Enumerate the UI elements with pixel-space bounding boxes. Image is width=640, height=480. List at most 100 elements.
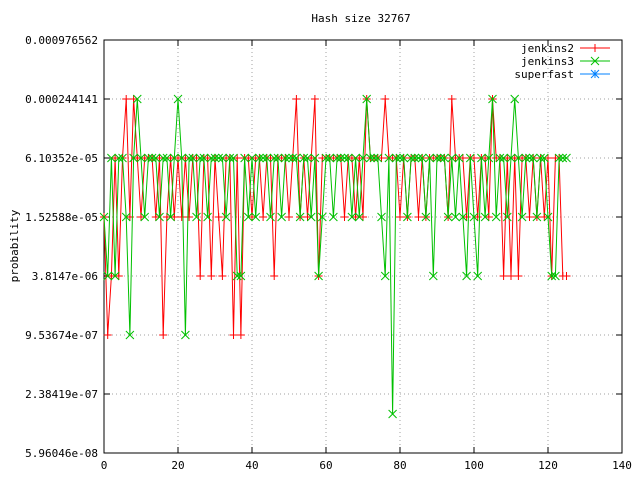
data-point: [532, 212, 542, 222]
data-point: [544, 153, 552, 162]
data-point: [218, 271, 227, 280]
data-point: [410, 153, 420, 163]
data-point: [421, 212, 431, 222]
data-point: [366, 153, 375, 163]
x-tick-label: 140: [612, 459, 632, 472]
data-point: [121, 212, 131, 222]
data-point: [480, 212, 490, 222]
data-point: [495, 153, 505, 163]
data-point: [391, 153, 401, 163]
data-point: [332, 153, 342, 163]
axes: 0 20 40 60 80 100 120 140 0.000976562 0.000244141…: [25, 34, 632, 472]
data-point: [499, 153, 508, 163]
data-point: [314, 271, 323, 281]
data-point: [284, 153, 294, 163]
data-point: [355, 153, 364, 162]
data-point: [547, 271, 557, 281]
data-point: [177, 153, 187, 163]
y-tick-label: 0.000244141: [25, 93, 98, 106]
data-point: [259, 212, 268, 221]
data-point: [170, 212, 179, 221]
data-point: [336, 153, 346, 163]
data-point: [233, 153, 242, 162]
data-point: [166, 153, 175, 162]
data-point: [484, 212, 493, 221]
data-point: [155, 153, 164, 162]
data-point: [144, 153, 153, 163]
data-point: [540, 212, 549, 221]
series-jenkins3: [99, 94, 571, 419]
x-tick-label: 100: [464, 459, 484, 472]
data-point: [221, 212, 231, 222]
data-point: [185, 212, 194, 221]
data-point: [403, 212, 412, 222]
data-point: [199, 153, 209, 163]
data-point: [229, 331, 238, 339]
data-point: [491, 212, 501, 222]
legend-label: superfast: [514, 68, 574, 81]
data-point: [440, 153, 449, 163]
data-point: [551, 271, 560, 281]
data-point: [277, 212, 286, 222]
grid-lines: [104, 40, 622, 453]
data-point: [539, 153, 549, 163]
data-point: [214, 153, 224, 163]
data-point: [118, 153, 127, 163]
data-point: [303, 153, 312, 163]
data-point: [181, 153, 190, 162]
data-point: [425, 153, 434, 163]
data-point: [447, 153, 457, 163]
data-point: [292, 94, 301, 103]
data-point: [169, 153, 179, 163]
data-point: [354, 212, 364, 222]
data-point: [528, 153, 538, 163]
data-point: [554, 153, 564, 163]
data-point: [125, 330, 135, 340]
data-point: [521, 153, 531, 163]
data-point: [107, 153, 116, 163]
data-point: [510, 153, 519, 162]
data-point: [362, 94, 372, 104]
data-point: [488, 94, 497, 104]
data-point: [536, 153, 545, 163]
data-point: [317, 212, 327, 222]
data-point: [428, 271, 438, 281]
y-tick-label: 5.96046e-08: [25, 447, 98, 460]
data-point: [107, 271, 116, 280]
data-point: [103, 271, 113, 281]
data-point: [99, 212, 109, 222]
data-point: [218, 153, 227, 163]
data-point: [503, 153, 512, 162]
data-point: [188, 153, 198, 163]
data-point: [347, 153, 356, 162]
data-point: [351, 153, 360, 163]
data-point: [255, 153, 264, 163]
data-point: [462, 271, 471, 281]
data-point: [206, 153, 216, 163]
data-point: [132, 94, 142, 104]
data-point: [510, 94, 520, 104]
x-tick-label: 60: [319, 459, 332, 472]
data-point: [473, 212, 482, 221]
data-point: [358, 153, 368, 163]
series-layer: [99, 94, 571, 419]
data-point: [111, 153, 120, 162]
data-point: [477, 153, 486, 163]
y-tick-label: 2.38419e-07: [25, 388, 98, 401]
data-point: [269, 153, 279, 163]
data-point: [562, 153, 571, 163]
data-point: [166, 212, 175, 222]
data-point: [369, 153, 379, 163]
data-point: [359, 212, 367, 221]
data-point: [103, 331, 112, 339]
x-tick-label: 80: [393, 459, 406, 472]
data-point: [243, 212, 253, 222]
data-point: [340, 212, 349, 221]
data-point: [470, 153, 478, 162]
data-point: [525, 153, 534, 163]
data-point: [285, 212, 293, 221]
data-point: [210, 153, 220, 163]
data-point: [325, 153, 335, 163]
data-point: [329, 212, 338, 222]
